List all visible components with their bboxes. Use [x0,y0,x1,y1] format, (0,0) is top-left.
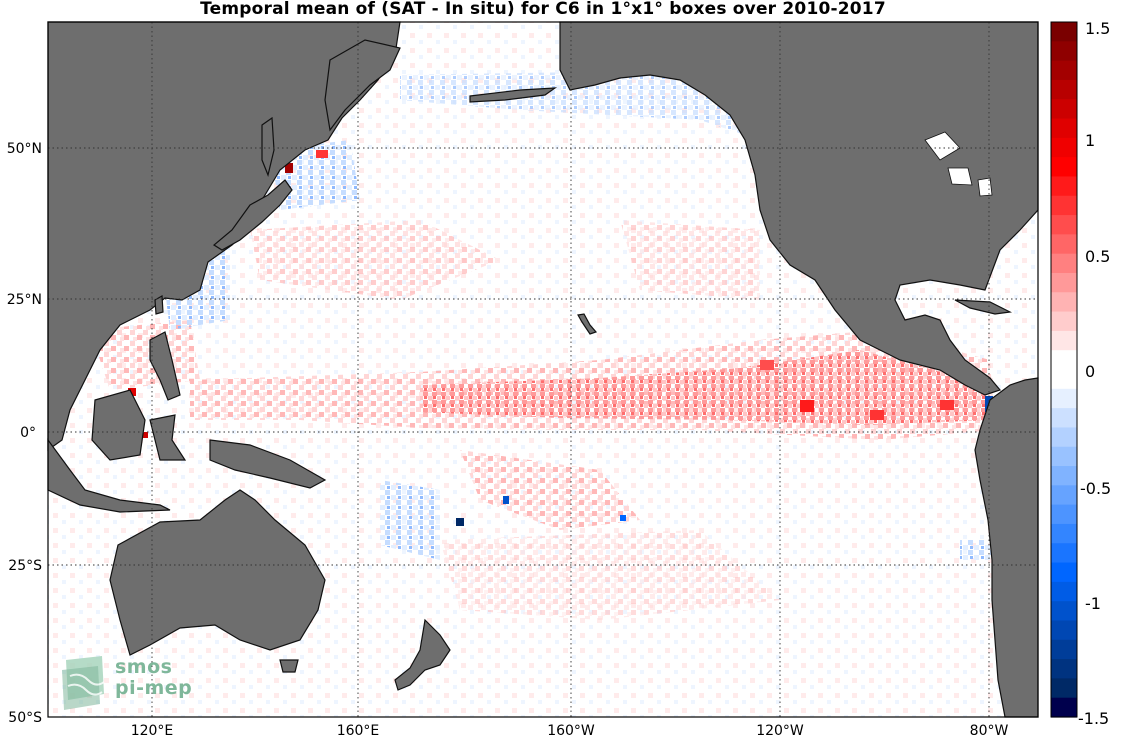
colorbar-label-neg-0-5: -0.5 [1080,479,1111,498]
sakhalin [261,116,275,177]
japan [212,179,293,251]
lakes [924,131,993,197]
smos-pi-mep-logo: smos pi-mep [58,654,208,714]
logo-line1: smos [115,656,173,678]
map-title: Temporal mean of (SAT - In situ) for C6 … [200,0,886,19]
colorbar-segment [1051,311,1077,332]
north-america [559,21,1039,396]
lat-label-0: 0° [20,425,36,441]
lat-label-50n: 50°N [7,141,42,157]
colorbar-segment [1051,485,1077,506]
lat-label-50s: 50°S [8,710,42,726]
colorbar-segment [1051,215,1077,235]
colorbar-segment [1051,504,1077,525]
lon-label-120e: 120°E [131,723,174,738]
colorbar-segment [1051,581,1077,602]
colorbar-segment [1051,639,1077,660]
colorbar-segment [1051,41,1077,62]
colorbar-segment [1051,369,1077,390]
colorbar-segment [1051,292,1077,313]
lat-label-25s: 25°S [8,558,42,574]
philippines [149,331,181,401]
colorbar [1051,22,1077,718]
colorbar-segment [1051,79,1077,100]
map-frame [47,21,1039,718]
lon-label-160e: 160°E [337,723,380,738]
colorbar-segment [1051,678,1077,699]
colorbar-segment [1051,350,1077,371]
colorbar-segment [1051,697,1077,718]
latitude-labels: 50°N 25°N 0° 25°S 50°S [7,141,42,726]
colorbar-label-1-5: 1.5 [1085,19,1110,38]
colorbar-label-0-5: 0.5 [1085,247,1110,266]
colorbar-label-1: 1 [1085,131,1095,150]
lat-label-25n: 25°N [7,292,42,308]
colorbar-segment [1051,427,1077,448]
colorbar-segment [1051,446,1077,467]
colorbar-label-0: 0 [1085,362,1095,381]
longitude-labels: 120°E 160°E 160°W 120°W 80°W [131,723,1009,738]
colorbar-segment [1051,118,1077,139]
colorbar-segment [1051,523,1077,544]
sulawesi [149,414,187,461]
colorbar-segment [1051,543,1077,564]
colorbar-segment [1051,601,1077,622]
logo-line2: pi-mep [115,677,193,699]
colorbar-label-neg-1: -1 [1085,594,1101,613]
colorbar-segment [1051,388,1077,409]
colorbar-segment [1051,137,1077,158]
logo-icon [62,656,105,710]
colorbar-segment [1051,408,1077,429]
tasmania [279,659,299,673]
lon-label-120w: 120°W [756,723,804,738]
colorbar-segment [1051,272,1077,293]
colorbar-segment [1051,99,1077,120]
taiwan [154,295,164,315]
colorbar-segment [1051,157,1077,178]
kamchatka [324,39,401,132]
colorbar-segment [1051,562,1077,583]
colorbar-segment [1051,620,1077,641]
hawaii [577,313,598,335]
colorbar-segment [1051,466,1077,486]
cuba [954,299,1013,315]
lon-label-160w: 160°W [547,723,595,738]
sumatra-java [47,438,171,513]
colorbar-segment [1051,330,1077,351]
australia [109,489,326,656]
aleutian-chain [469,87,558,103]
colorbar-segment [1051,659,1077,679]
colorbar-tick-labels: 1.5 1 0.5 0 -0.5 -1 -1.5 [1078,19,1111,728]
new-guinea [209,439,327,489]
south-america [974,377,1039,718]
colorbar-label-neg-1-5: -1.5 [1078,709,1109,728]
colorbar-segment [1051,253,1077,274]
graticule [48,22,1038,717]
colorbar-segment [1051,22,1077,42]
new-zealand [394,618,451,691]
colorbar-segment [1051,195,1077,216]
lon-label-80w: 80°W [970,723,1009,738]
land-masses [47,21,1039,718]
borneo [91,389,146,461]
colorbar-segment [1051,60,1077,81]
colorbar-segment [1051,176,1077,197]
colorbar-segment [1051,234,1077,255]
colorbar-frame [1050,21,1078,718]
